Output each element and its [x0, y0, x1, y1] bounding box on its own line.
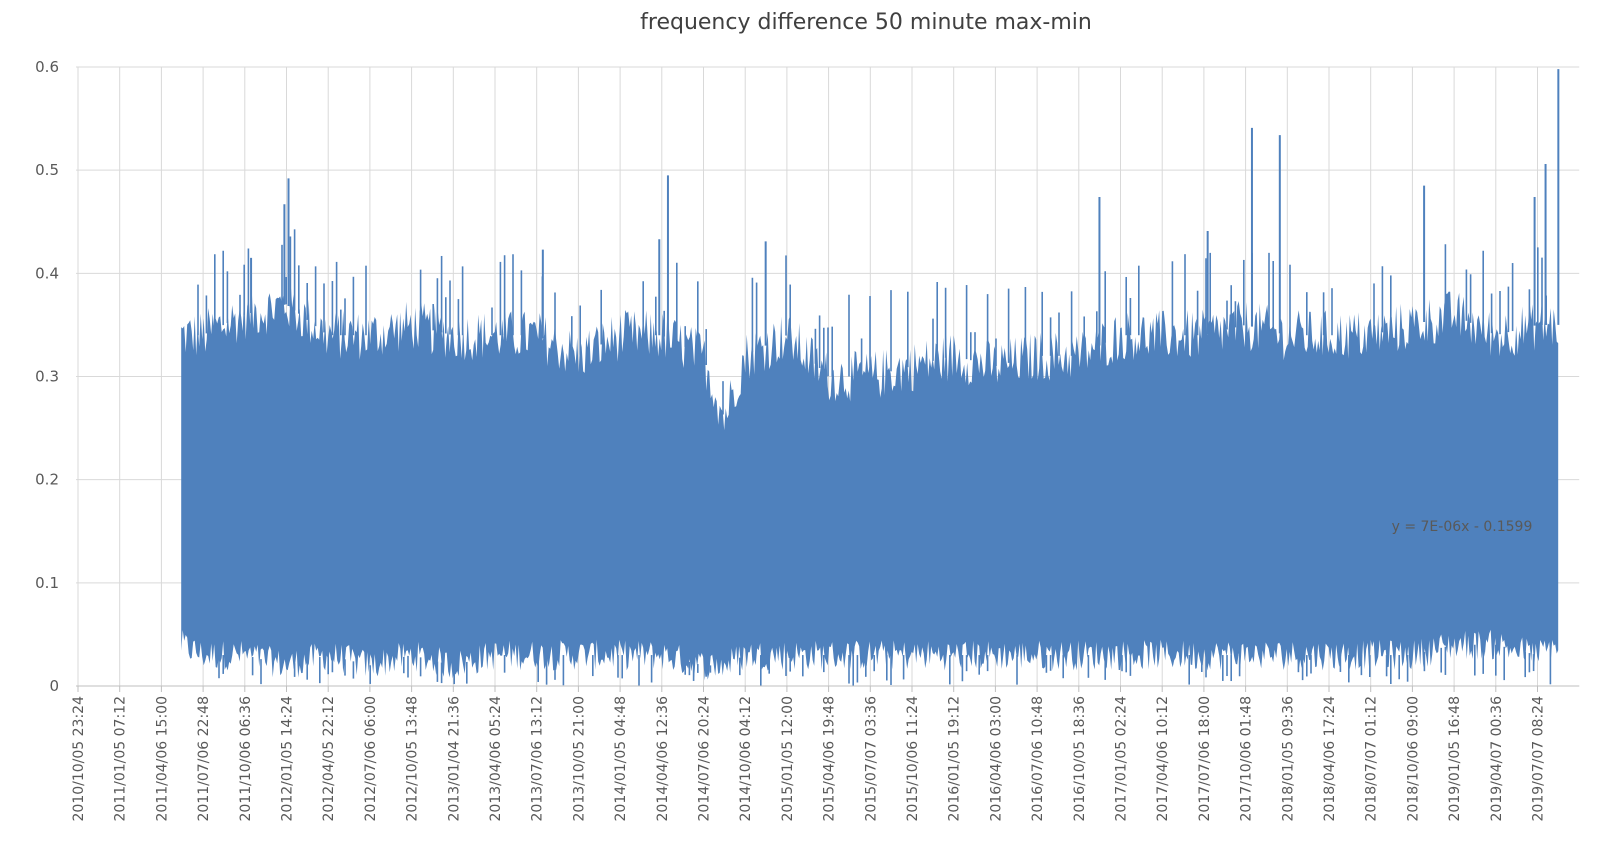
x-tick-label: 2019/04/07 00:36	[1489, 696, 1505, 822]
x-tick-label: 2018/10/06 09:00	[1405, 696, 1421, 822]
x-tick-label: 2012/07/06 06:00	[363, 696, 379, 822]
x-tick-label: 2016/04/06 03:00	[988, 696, 1004, 822]
x-tick-label: 2013/04/06 05:24	[488, 696, 504, 822]
x-tick-label: 2013/10/05 21:00	[571, 696, 587, 822]
x-tick-label: 2018/07/07 01:12	[1364, 696, 1380, 822]
y-tick-label: 0.1	[35, 574, 59, 592]
y-tick-label: 0.4	[35, 264, 59, 282]
x-tick-label: 2011/07/06 22:48	[196, 696, 212, 822]
data-series	[181, 69, 1560, 686]
x-tick-label: 2013/07/06 13:12	[530, 696, 546, 822]
x-tick-label: 2014/04/06 12:36	[655, 696, 671, 822]
x-tick-label: 2016/10/05 18:36	[1072, 696, 1088, 822]
x-tick-label: 2017/04/06 10:12	[1155, 696, 1171, 822]
x-tick-label: 2011/10/06 06:36	[238, 696, 254, 822]
tick-labels: 0 0.1 0.2 0.3 0.4 0.5 0.6 2010/10/05 23:24 2011/…	[35, 58, 1546, 822]
x-tick-label: 2013/01/04 21:36	[446, 696, 462, 822]
x-tick-label: 2019/07/07 08:24	[1531, 696, 1547, 822]
trendline-label: y = 7E-06x - 0.1599	[1392, 519, 1533, 535]
x-tick-label: 2014/10/06 04:12	[738, 696, 754, 822]
x-tick-label: 2018/04/06 17:24	[1322, 696, 1338, 822]
y-tick-label: 0.6	[35, 58, 59, 76]
x-tick-label: 2015/10/06 11:24	[905, 696, 921, 822]
x-tick-label: 2018/01/05 09:36	[1280, 696, 1296, 822]
x-tick-label: 2012/10/05 13:48	[405, 696, 421, 822]
x-tick-label: 2016/07/06 10:48	[1030, 696, 1046, 822]
x-tick-label: 2014/01/05 04:48	[613, 696, 629, 822]
x-tick-label: 2017/07/06 18:00	[1197, 696, 1213, 822]
y-tick-label: 0.3	[35, 368, 59, 386]
x-tick-label: 2017/01/05 02:24	[1114, 696, 1130, 822]
x-tick-label: 2012/01/05 14:24	[280, 696, 296, 822]
x-tick-label: 2015/01/05 12:00	[780, 696, 796, 822]
x-tick-label: 2011/01/05 07:12	[113, 696, 129, 822]
x-tick-label: 2012/04/05 22:12	[321, 696, 337, 822]
series-envelope	[181, 283, 1559, 681]
x-tick-label: 2011/04/06 15:00	[154, 696, 170, 822]
y-tick-label: 0.5	[35, 161, 59, 179]
y-tick-label: 0	[49, 677, 59, 695]
x-tick-label: 2015/07/07 03:36	[863, 696, 879, 822]
x-tick-label: 2019/01/05 16:48	[1447, 696, 1463, 822]
x-tick-label: 2015/04/06 19:48	[822, 696, 838, 822]
chart-title: frequency difference 50 minute max-min	[640, 10, 1092, 35]
y-tick-label: 0.2	[35, 471, 59, 489]
axes	[76, 685, 1580, 692]
x-tick-label: 2014/07/06 20:24	[697, 696, 713, 822]
x-tick-label: 2017/10/06 01:48	[1239, 696, 1255, 822]
x-tick-label: 2010/10/05 23:24	[71, 696, 87, 822]
x-tick-label: 2016/01/05 19:12	[947, 696, 963, 822]
